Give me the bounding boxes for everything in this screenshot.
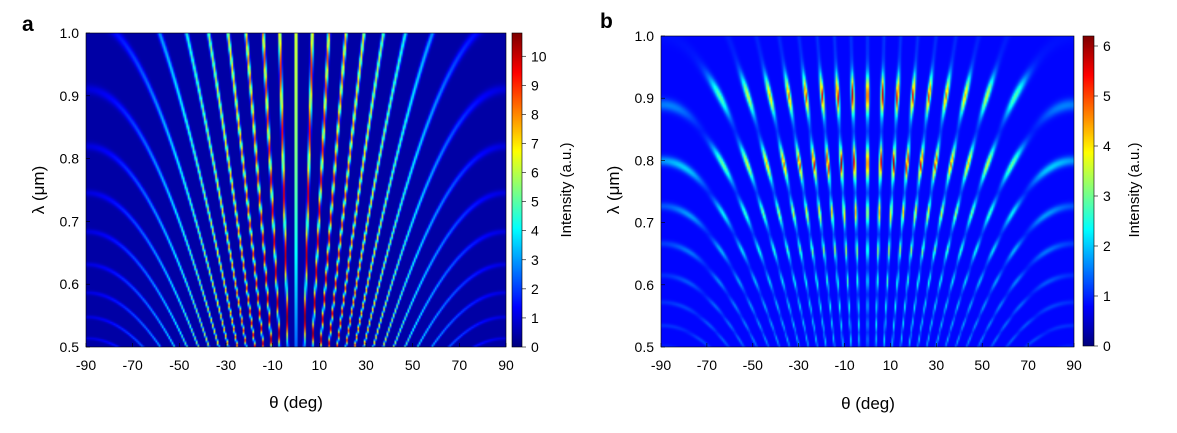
x-tick-label: -70	[123, 357, 143, 373]
colorbar-tick-label: 4	[531, 223, 539, 239]
colorbar-tick-label: 0	[531, 339, 539, 355]
colorbar-tick-label: 0	[1103, 338, 1111, 354]
x-tick-label: 70	[1020, 357, 1036, 373]
x-tick-label: -30	[789, 357, 809, 373]
y-tick-label: 0.8	[635, 152, 655, 168]
colorbar-title-b: Intensity (a.u.)	[1126, 142, 1143, 237]
y-axis-title-b: λ (μm)	[604, 166, 623, 215]
colorbar-tick-label: 9	[531, 77, 539, 93]
x-tick-label: -50	[743, 357, 763, 373]
heatmap-b	[661, 36, 1074, 347]
colorbar-tick-label: 1	[531, 310, 539, 326]
colorbar-tick-label: 2	[531, 281, 539, 297]
panel-label-a: a	[22, 13, 34, 36]
y-tick-label: 0.8	[60, 151, 80, 167]
colorbar-a	[512, 33, 522, 347]
colorbar-tick-label: 3	[531, 252, 539, 268]
colorbar-tick-label: 1	[1103, 288, 1111, 304]
x-tick-label: 50	[405, 357, 421, 373]
colorbar-title-a: Intensity (a.u.)	[558, 142, 575, 237]
x-tick-label: -10	[834, 357, 854, 373]
x-tick-label: -90	[76, 357, 96, 373]
x-ticks-a: -90 -70 -50 -30 -10 10 30 50 70 90	[76, 343, 514, 373]
colorbar-frame-b	[1082, 35, 1095, 347]
y-tick-label: 0.6	[635, 277, 655, 293]
y-tick-label: 0.9	[635, 90, 655, 106]
colorbar-ticks-b: 0 1 2 3 4 5 6	[1094, 38, 1111, 354]
x-tick-label: -50	[169, 357, 189, 373]
colorbar-tick-label: 8	[531, 106, 539, 122]
colorbar-tick-label: 7	[531, 135, 539, 151]
colorbar-tick-label: 10	[531, 48, 547, 64]
colorbar-tick-label: 3	[1103, 188, 1111, 204]
panel-a: a 0.50.60.70.80.91.0 -90 -70 -50 -30 -10 10 30…	[22, 13, 575, 412]
heatmap-a	[86, 33, 506, 347]
x-tick-label: 30	[358, 357, 374, 373]
colorbar-tick-label: 6	[1103, 38, 1111, 54]
y-ticks-a: 0.5 0.6 0.7 0.8 0.9 1.0	[60, 25, 90, 355]
x-tick-label: 10	[883, 357, 899, 373]
plot-frame-a	[85, 32, 507, 348]
x-tick-label: -90	[651, 357, 671, 373]
x-tick-label: 90	[1066, 357, 1082, 373]
y-ticks-b: 0.5 0.6 0.7 0.8 0.9 1.0	[635, 28, 665, 355]
y-tick-label: 0.7	[60, 213, 80, 229]
colorbar-b	[1083, 36, 1094, 346]
y-axis-title-a: λ (μm)	[29, 166, 48, 215]
x-tick-label: -70	[697, 357, 717, 373]
colorbar-tick-label: 5	[531, 194, 539, 210]
panel-label-b: b	[600, 10, 613, 33]
x-tick-label: 50	[974, 357, 990, 373]
x-ticks-b: -90 -70 -50 -30 -10 10 30 50 70 90	[651, 343, 1082, 373]
x-tick-label: 30	[929, 357, 945, 373]
x-tick-label: -30	[216, 357, 236, 373]
colorbar-tick-label: 6	[531, 165, 539, 181]
x-axis-title-a: θ (deg)	[269, 393, 323, 412]
colorbar-tick-label: 4	[1103, 138, 1111, 154]
y-tick-label: 1.0	[60, 25, 80, 41]
y-tick-label: 0.5	[635, 339, 655, 355]
y-tick-label: 1.0	[635, 28, 655, 44]
y-tick-label: 0.6	[60, 276, 80, 292]
colorbar-tick-label: 2	[1103, 238, 1111, 254]
y-tick-label: 0.7	[635, 215, 655, 231]
colorbar-tick-label: 5	[1103, 88, 1111, 104]
x-tick-label: -10	[263, 357, 283, 373]
y-tick-label: 0.5	[60, 339, 80, 355]
x-axis-title-b: θ (deg)	[841, 394, 895, 413]
colorbar-ticks-a: 0 1 2 3 4 5 6 7 8 9 10	[522, 48, 547, 355]
plot-frame-b	[660, 35, 1075, 348]
panel-b: b 0.50.60.70.80.91.0 -90 -70 -50 -30 -10 10 30…	[600, 10, 1143, 413]
colorbar-frame-a	[511, 32, 523, 348]
y-tick-label: 0.9	[60, 88, 80, 104]
x-tick-label: 70	[452, 357, 468, 373]
x-tick-label: 10	[312, 357, 328, 373]
x-tick-label: 90	[498, 357, 514, 373]
